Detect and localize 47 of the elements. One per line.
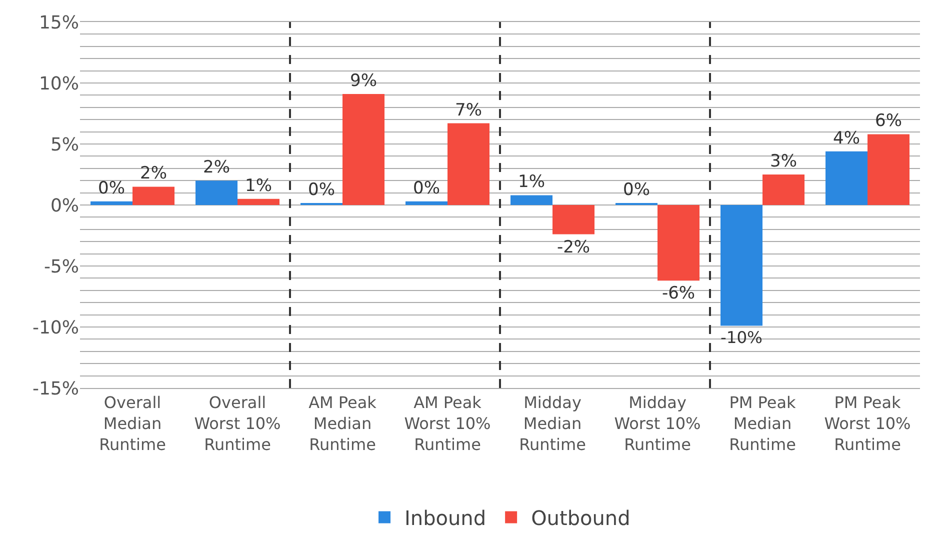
y-tick-label: 5%	[50, 134, 79, 156]
legend-label: Inbound	[404, 506, 486, 530]
data-label: 9%	[350, 70, 377, 91]
bar	[658, 205, 700, 281]
x-tick-label: AM Peak Median Runtime	[308, 393, 378, 454]
data-label: 2%	[203, 158, 230, 178]
y-tick-label: 15%	[38, 12, 79, 34]
data-label: 7%	[455, 100, 482, 120]
data-label: 4%	[833, 128, 860, 148]
bar	[552, 205, 594, 234]
x-tick-label: Midday Worst 10% Runtime	[614, 393, 701, 454]
x-tick-label: Midday Median Runtime	[519, 393, 586, 454]
data-label: 1%	[245, 176, 272, 196]
data-label: 6%	[875, 111, 902, 132]
bar	[826, 151, 868, 205]
x-tick-label: PM Peak Median Runtime	[729, 393, 796, 454]
data-label: 0%	[413, 178, 440, 198]
bar	[448, 123, 490, 205]
data-label: 1%	[518, 172, 545, 192]
data-label: -2%	[556, 237, 590, 258]
x-tick-label: AM Peak Worst 10% Runtime	[404, 393, 491, 454]
y-tick-label: 10%	[38, 73, 79, 94]
x-tick-label: Overall Worst 10% Runtime	[194, 393, 281, 454]
data-label: -6%	[662, 284, 696, 304]
data-label: 0%	[308, 180, 335, 200]
data-label: 0%	[623, 180, 650, 200]
y-tick-label: 0%	[50, 195, 79, 216]
data-label: -10%	[720, 328, 762, 348]
bar	[406, 201, 448, 205]
bar	[868, 134, 910, 205]
bar	[90, 201, 132, 205]
x-tick-label: Overall Median Runtime	[99, 393, 166, 454]
data-label: 0%	[98, 178, 125, 198]
bar	[132, 186, 174, 205]
bar	[510, 195, 552, 205]
y-tick-label: -15%	[32, 378, 79, 400]
x-tick-label: PM Peak Worst 10% Runtime	[824, 393, 911, 454]
bar	[238, 198, 280, 205]
y-tick-label: -5%	[44, 256, 79, 278]
data-label: 3%	[770, 152, 797, 172]
bar	[762, 174, 804, 205]
bar	[342, 94, 384, 205]
bar	[720, 205, 762, 326]
bar	[196, 180, 238, 205]
data-label: 2%	[140, 164, 167, 184]
y-tick-label: -10%	[32, 317, 79, 338]
legend-label: Outbound	[531, 506, 630, 530]
